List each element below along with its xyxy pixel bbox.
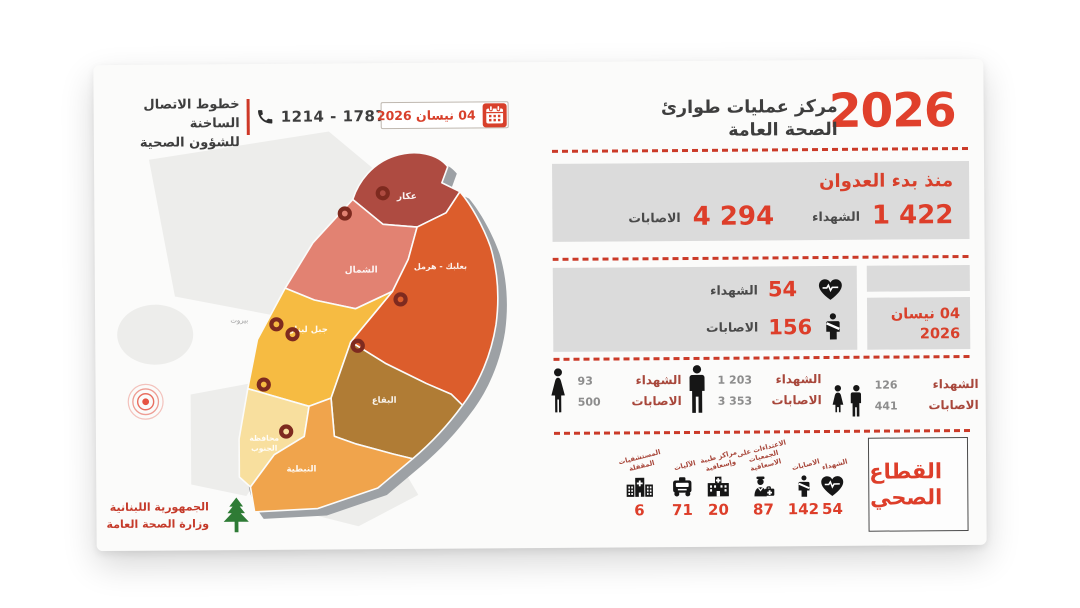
header-date-box: 04 نيسان 2026: [377, 101, 509, 130]
logo-line1: الجمهورية اللبنانية: [109, 500, 209, 514]
children-martyrs-value: 126: [874, 378, 898, 392]
side-date-line1: 04 نيسان: [890, 306, 961, 323]
side-empty-box: [866, 264, 970, 292]
children-martyrs-row: 126 الشهداء: [875, 377, 979, 392]
incident-marker: [393, 292, 408, 307]
men-martyrs-label: الشهداء: [775, 371, 822, 386]
map-label-baalbek-hermel: بعلبك - هرمل: [414, 262, 467, 271]
men-stats-group: 1 203 الشهداء 3 353 الاصابات: [685, 364, 822, 415]
header-date-text: 04 نيسان 2026: [376, 107, 476, 124]
daily-martyrs-label: الشهداء: [709, 281, 758, 298]
side-date-line2: 2026: [919, 326, 961, 343]
women-injuries-label: الاصابات: [631, 394, 682, 409]
daily-stats-box: 54 الشهداء 156 الاصابات: [552, 265, 858, 352]
incident-marker: [256, 377, 271, 392]
health-sector-title-line1: القطاع: [869, 458, 943, 484]
woman-icon: [547, 368, 568, 415]
heart-icon: [818, 277, 843, 300]
total-injuries-value: 4 294: [692, 201, 775, 232]
women-martyrs-row: 93 الشهداء: [577, 373, 681, 388]
calendar-icon: [482, 102, 507, 127]
children-injuries-label: الاصابات: [928, 397, 979, 413]
total-martyrs-label: الشهداء: [812, 208, 861, 224]
men-injuries-label: الاصابات: [771, 392, 822, 407]
total-martyrs-value: 1 422: [871, 200, 954, 231]
men-injuries-value: 3 353: [717, 394, 753, 408]
map-label-bekaa: البقاع: [372, 396, 397, 406]
incident-marker: [279, 424, 294, 439]
hotline-phone-number: 1214 - 1787: [280, 107, 387, 126]
title-year: 2026: [828, 83, 956, 139]
region-akkar: [351, 152, 461, 228]
cedar-tree-icon: [217, 496, 255, 534]
title-line2: الصحة العامة: [728, 120, 838, 141]
daily-injuries-row: 156 الاصابات: [706, 313, 843, 341]
man-icon: [685, 365, 708, 415]
children-injuries-value: 441: [874, 399, 898, 413]
infographic-card: خطوط الاتصال الساخنة للشؤون الصحية 1214 …: [93, 58, 987, 552]
incident-markers: [256, 186, 408, 439]
men-injuries-row: 3 353 الاصابات: [718, 393, 822, 408]
ministry-logo: الجمهورية اللبنانية وزارة الصحة العامة: [106, 496, 255, 535]
daily-martyrs-row: 54 الشهداء: [710, 277, 843, 302]
total-injuries-label: الاصابات: [628, 209, 681, 225]
lebanon-map: عكار الشمال بعلبك - هرمل جبل لبنان البقا…: [230, 152, 507, 519]
children-injuries-row: 441 الاصابات: [875, 398, 979, 413]
map-label-south-line1: محافظة: [249, 434, 279, 443]
incident-marker: [350, 338, 365, 353]
hotline-text: خطوط الاتصال الساخنة للشؤون الصحية: [108, 96, 240, 153]
health-sector-title-line2: الصحي: [869, 485, 943, 510]
region-nabatieh: [249, 397, 414, 513]
incident-marker: [285, 327, 300, 342]
side-date-box: 04 نيسان 2026: [866, 296, 971, 350]
since-aggression-box: منذ بدء العدوان 1 422 الشهداء 4 294 الاص…: [552, 161, 970, 242]
daily-injuries-value: 156: [768, 314, 813, 339]
daily-martyrs-value: 54: [767, 277, 798, 302]
children-martyrs-label: الشهداء: [932, 376, 979, 392]
map-label-beirut: بيروت: [230, 316, 248, 325]
men-martyrs-row: 1 203 الشهداء: [717, 372, 821, 387]
ministry-logo-text: الجمهورية اللبنانية وزارة الصحة العامة: [106, 498, 209, 533]
incident-marker: [337, 206, 352, 221]
sector-value: 54: [821, 499, 843, 519]
logo-line2: وزارة الصحة العامة: [106, 517, 210, 532]
map-label-south-line2: الجنوب: [251, 444, 277, 453]
hotline-line1: خطوط الاتصال الساخنة: [143, 97, 240, 132]
since-aggression-stats: 1 422 الشهداء 4 294 الاصابات: [628, 200, 953, 232]
hotline-divider: [246, 99, 250, 136]
women-martyrs-label: الشهداء: [635, 373, 682, 388]
children-stats-group: 126 الشهداء 441 الاصابات: [828, 371, 979, 419]
page-title: مركز عمليات طوارئ الصحة العامة: [661, 96, 838, 143]
incident-marker: [269, 317, 284, 332]
injured-person-icon: [822, 313, 843, 340]
map-label-mount-lebanon: جبل لبنان: [287, 325, 328, 335]
map-label-akkar: عكار: [396, 192, 417, 202]
incident-marker: [375, 186, 390, 201]
since-aggression-title: منذ بدء العدوان: [819, 170, 954, 193]
women-injuries-value: 500: [577, 395, 601, 409]
map-label-north: الشمال: [345, 265, 378, 275]
women-injuries-row: 500 الاصابات: [578, 394, 682, 409]
title-line1: مركز عمليات طوارئ: [660, 96, 838, 119]
health-sector-title-box: القطاع الصحي: [867, 437, 969, 532]
men-martyrs-value: 1 203: [717, 373, 753, 387]
women-stats-group: 93 الشهداء 500 الاصابات: [547, 367, 682, 415]
daily-injuries-label: الاصابات: [705, 319, 759, 335]
sector-stat-martyrs: الشهداء 54: [804, 438, 861, 518]
women-martyrs-value: 93: [577, 374, 593, 388]
children-icon: [829, 382, 866, 419]
phone-icon: [256, 107, 275, 126]
map-label-nabatieh: النبطية: [286, 464, 316, 474]
epicenter-rings-icon: [127, 383, 164, 420]
